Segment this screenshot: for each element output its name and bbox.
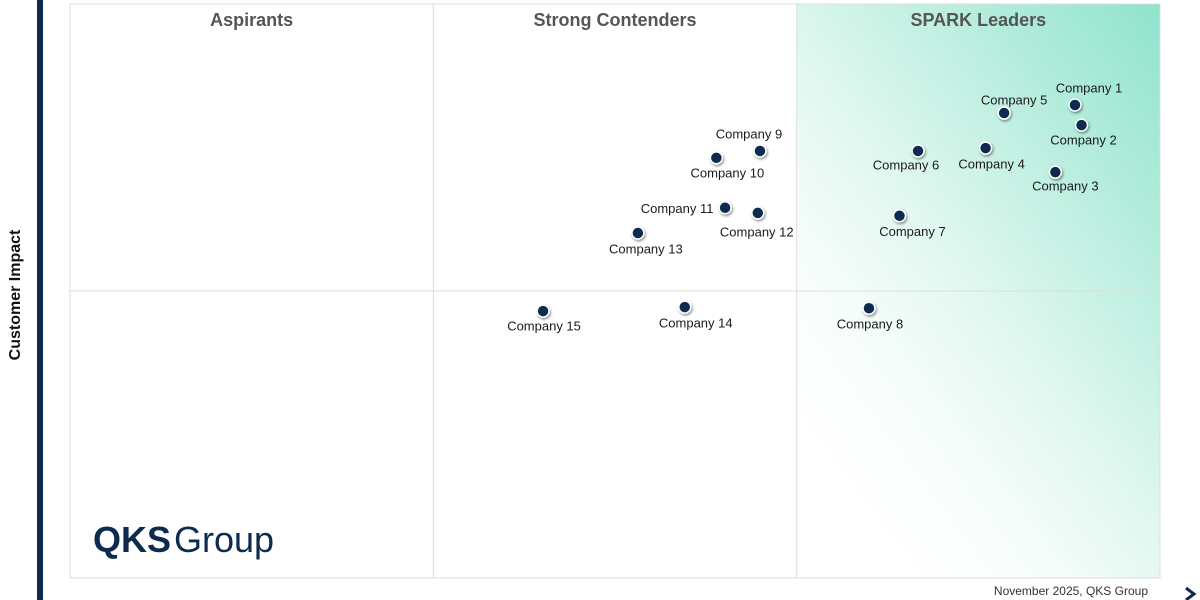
point-label: Company 3 bbox=[1032, 179, 1098, 194]
side-bar bbox=[37, 0, 43, 600]
data-point bbox=[911, 144, 925, 158]
point-label: Company 1 bbox=[1056, 80, 1122, 95]
data-point bbox=[1048, 165, 1063, 179]
data-point bbox=[978, 141, 993, 155]
point-label: Company 15 bbox=[507, 319, 581, 334]
footer: November 2025, QKS Group bbox=[994, 584, 1148, 598]
point-label: Company 4 bbox=[958, 157, 1024, 172]
point-label: Company 9 bbox=[716, 126, 782, 141]
data-point bbox=[536, 304, 550, 318]
point-label: Company 14 bbox=[659, 316, 733, 331]
data-point bbox=[753, 144, 767, 158]
quadrant-title: Strong Contenders bbox=[533, 10, 696, 30]
data-point bbox=[862, 301, 876, 315]
data-point bbox=[1068, 98, 1082, 112]
point-label: Company 6 bbox=[873, 157, 939, 172]
point-label: Company 10 bbox=[691, 165, 765, 180]
data-point bbox=[997, 106, 1011, 120]
point-label: Company 5 bbox=[981, 92, 1047, 107]
y-axis-label: Customer Impact bbox=[7, 229, 24, 360]
data-point bbox=[718, 201, 732, 215]
point-label: Company 7 bbox=[879, 224, 945, 239]
data-point bbox=[709, 151, 724, 165]
plot-area: Aspirants Strong Contenders SPARK Leaders C… bbox=[69, 3, 1161, 579]
data-point bbox=[1074, 118, 1089, 132]
point-label: Company 13 bbox=[609, 241, 683, 256]
data-point bbox=[631, 226, 645, 240]
point-label: Company 2 bbox=[1050, 133, 1116, 148]
data-point bbox=[892, 209, 907, 223]
quadrant-title: SPARK Leaders bbox=[910, 10, 1046, 30]
point-label: Company 12 bbox=[720, 224, 794, 239]
data-point bbox=[678, 300, 692, 314]
logo-regular: Group bbox=[174, 519, 274, 560]
point-label: Company 8 bbox=[837, 317, 903, 332]
logo: QKSGroup bbox=[93, 519, 274, 560]
point-label: Company 11 bbox=[641, 201, 714, 216]
quadrant-title: Aspirants bbox=[210, 10, 293, 30]
logo-bold: QKS bbox=[93, 519, 171, 560]
data-point bbox=[751, 206, 765, 220]
arrow bbox=[1185, 586, 1197, 600]
